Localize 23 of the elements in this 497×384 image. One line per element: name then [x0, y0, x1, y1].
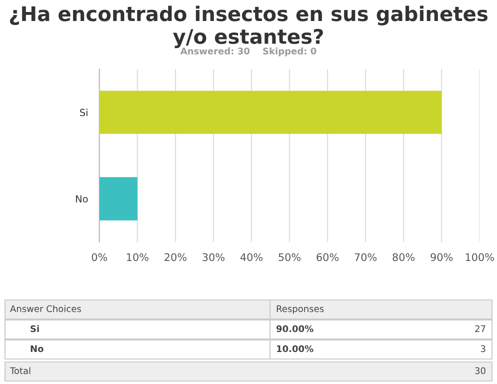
x-tick-label: 30% [202, 253, 224, 262]
category-label: Si [30, 325, 39, 332]
text: 90.00% [276, 325, 314, 332]
x-tick-label: 80% [392, 253, 415, 262]
text: 30 [475, 367, 486, 374]
chart-title: ¿Ha encontrado insectos en sus gabinetes y/o estantes? [10, 6, 488, 48]
text: 3 [480, 345, 486, 352]
x-tick-label: 10% [126, 253, 148, 262]
x-tick-label: 50% [278, 253, 301, 262]
category-label: No [30, 345, 44, 352]
text: Total [10, 367, 30, 374]
text: 10.00% [277, 345, 314, 352]
x-tick-label: 90% [430, 253, 453, 262]
text: 27 [475, 325, 486, 332]
x-tick-label: 70% [354, 253, 377, 262]
chart-subtitle: Answered: 30 Skipped: 0 [180, 47, 316, 56]
text: Answer Choices [10, 305, 81, 312]
x-tick-label: 20% [164, 253, 186, 262]
x-tick-label: 60% [316, 253, 339, 262]
text: Responses [276, 305, 324, 314]
x-tick-label: 100% [466, 253, 494, 262]
x-tick-label: 40% [240, 253, 262, 262]
x-tick-label: 0% [92, 253, 108, 262]
